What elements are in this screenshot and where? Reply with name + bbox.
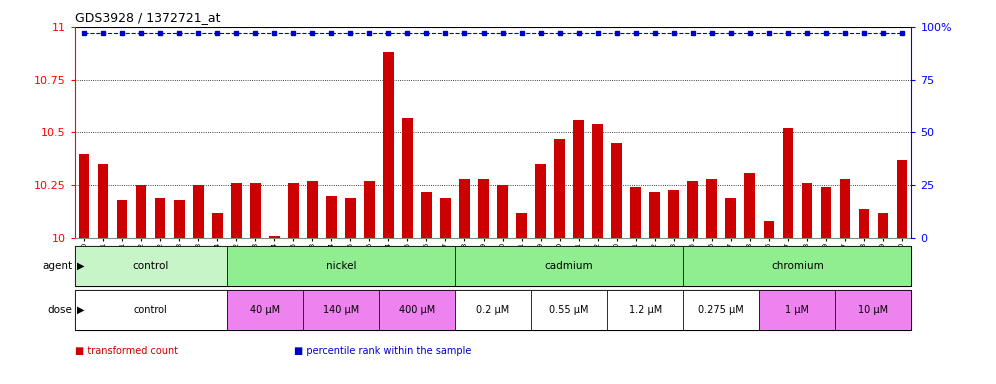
Bar — [612, 143, 622, 238]
Bar — [269, 236, 280, 238]
Bar — [516, 213, 527, 238]
Text: 1.2 μM: 1.2 μM — [628, 305, 661, 315]
Bar — [155, 198, 165, 238]
Bar — [478, 179, 489, 238]
Bar — [212, 213, 222, 238]
Text: 0.2 μM: 0.2 μM — [476, 305, 510, 315]
Text: control: control — [133, 305, 167, 315]
Bar — [421, 192, 431, 238]
Bar — [840, 179, 850, 238]
Bar — [193, 185, 203, 238]
Bar — [288, 183, 299, 238]
Bar — [608, 290, 683, 330]
Bar — [117, 200, 127, 238]
Bar — [75, 246, 227, 286]
Bar — [455, 290, 531, 330]
Bar — [555, 139, 565, 238]
Bar — [896, 160, 907, 238]
Text: dose: dose — [48, 305, 73, 315]
Bar — [326, 196, 337, 238]
Bar — [877, 213, 888, 238]
Text: ■ percentile rank within the sample: ■ percentile rank within the sample — [294, 346, 471, 356]
Bar — [683, 246, 911, 286]
Text: control: control — [132, 261, 169, 271]
Bar — [593, 124, 603, 238]
Bar — [459, 179, 470, 238]
Bar — [227, 246, 455, 286]
Bar — [79, 154, 90, 238]
Text: ■ transformed count: ■ transformed count — [75, 346, 178, 356]
Text: 0.55 μM: 0.55 μM — [550, 305, 589, 315]
Text: 40 μM: 40 μM — [250, 305, 280, 315]
Bar — [98, 164, 109, 238]
Text: 1 μM: 1 μM — [785, 305, 810, 315]
Text: GDS3928 / 1372721_at: GDS3928 / 1372721_at — [75, 12, 220, 25]
Bar — [136, 185, 146, 238]
Bar — [231, 183, 242, 238]
Bar — [783, 128, 793, 238]
Text: 400 μM: 400 μM — [398, 305, 435, 315]
Text: chromium: chromium — [771, 261, 824, 271]
Text: agent: agent — [43, 261, 73, 271]
Bar — [802, 183, 812, 238]
Bar — [706, 179, 717, 238]
Text: 0.275 μM: 0.275 μM — [698, 305, 744, 315]
Bar — [250, 183, 261, 238]
Bar — [307, 181, 318, 238]
Bar — [303, 290, 378, 330]
Bar — [455, 246, 683, 286]
Bar — [759, 290, 836, 330]
Bar — [346, 198, 356, 238]
Bar — [836, 290, 911, 330]
Bar — [402, 118, 412, 238]
Bar — [365, 181, 374, 238]
Text: nickel: nickel — [326, 261, 357, 271]
Bar — [440, 198, 451, 238]
Text: 10 μM: 10 μM — [859, 305, 888, 315]
Bar — [683, 290, 759, 330]
Bar — [535, 164, 546, 238]
Bar — [821, 187, 831, 238]
Bar — [668, 189, 679, 238]
Bar — [859, 209, 870, 238]
Bar — [383, 52, 393, 238]
Bar — [574, 120, 584, 238]
Bar — [227, 290, 303, 330]
Bar — [531, 290, 608, 330]
Bar — [630, 187, 640, 238]
Bar — [687, 181, 698, 238]
Bar — [378, 290, 455, 330]
Text: 140 μM: 140 μM — [323, 305, 359, 315]
Bar — [764, 221, 774, 238]
Text: cadmium: cadmium — [545, 261, 594, 271]
Bar — [649, 192, 660, 238]
Text: ▶: ▶ — [77, 261, 85, 271]
Text: ▶: ▶ — [77, 305, 85, 315]
Bar — [744, 172, 755, 238]
Bar — [725, 198, 736, 238]
Bar — [75, 290, 227, 330]
Bar — [174, 200, 184, 238]
Bar — [497, 185, 508, 238]
